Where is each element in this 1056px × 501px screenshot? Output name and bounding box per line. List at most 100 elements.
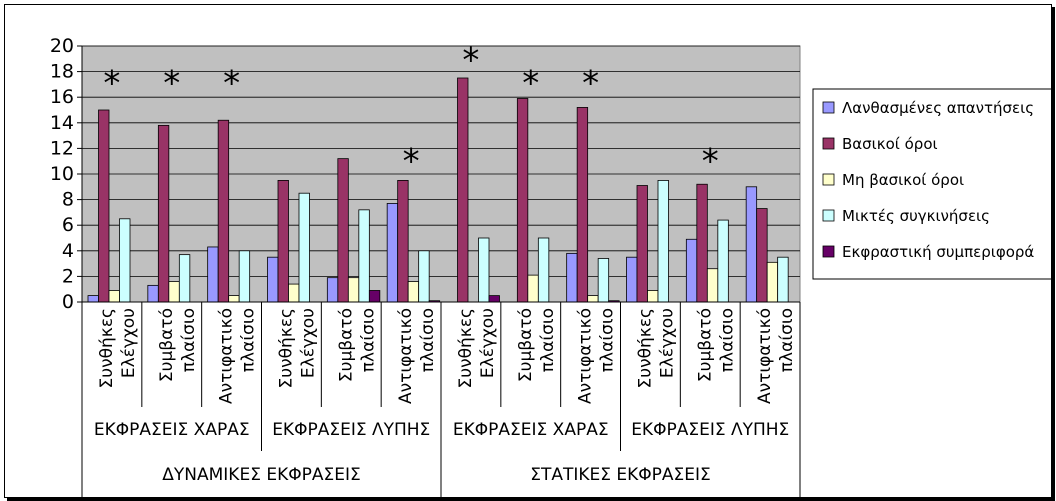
axes: 0 2 4 6 8 10 12 14 16 18 20 <box>50 35 801 497</box>
y-tick-label: 6 <box>62 214 74 236</box>
category-label: Συνθήκες <box>276 308 296 388</box>
y-tick-label: 14 <box>50 112 74 134</box>
bar <box>478 237 490 303</box>
bar <box>326 277 339 303</box>
plot-area <box>81 45 801 303</box>
y-tick-label: 8 <box>62 189 74 211</box>
legend-label: Βασικοί όροι <box>842 135 938 153</box>
bar <box>238 250 251 303</box>
bar <box>347 277 360 303</box>
bar <box>696 183 708 303</box>
bar <box>766 261 779 303</box>
category-label: Αντιφατικό <box>217 308 237 404</box>
category-label: Αντιφατικό <box>755 308 775 404</box>
significance-marker: * <box>223 64 240 104</box>
category-label: Συνθήκες <box>635 308 655 388</box>
category-label: πλαίσιο <box>358 308 378 372</box>
bar <box>636 185 648 303</box>
bar <box>337 158 349 303</box>
significance-marker: * <box>403 142 420 182</box>
legend-swatch <box>822 245 835 258</box>
bar <box>407 281 420 303</box>
bar <box>119 218 131 303</box>
bar <box>685 238 698 303</box>
legend-label: Λανθασμένες απαντήσεις <box>842 99 1034 117</box>
y-tick-label: 12 <box>50 137 74 159</box>
legend-box <box>812 88 1054 280</box>
bar <box>358 209 370 303</box>
bars <box>87 77 789 303</box>
legend: Λανθασμένες απαντήσεις Βασικοί όροι Μη βασ… <box>812 88 1054 280</box>
legend-label: Μικτές συγκινήσεις <box>842 207 990 225</box>
bar <box>108 290 120 303</box>
bar <box>397 179 409 303</box>
legend-swatch <box>822 173 835 186</box>
bar <box>457 77 469 303</box>
category-label: Συνθήκες <box>97 308 117 388</box>
bar <box>418 250 430 303</box>
category-label: Συμβατό <box>336 308 356 382</box>
bar <box>368 290 381 303</box>
significance-marker: * <box>103 64 120 104</box>
category-label: Αντιφατικό <box>576 308 596 404</box>
category-labels: Συνθήκες Ελέγχου Συμβατό πλαίσιο Αντιφατικό π… <box>94 308 797 485</box>
category-label: Ελέγχου <box>298 308 318 378</box>
bar <box>657 179 669 303</box>
legend-label: Εκφραστική συμπεριφορά <box>842 243 1034 261</box>
chart-frame: 0 2 4 6 8 10 12 14 16 18 20 Συνθήκες Ελέγχου Συμβατό… <box>4 4 1054 498</box>
y-tick-label: 20 <box>50 35 74 57</box>
bar <box>178 254 191 303</box>
category-label: πλαίσιο <box>239 308 259 372</box>
bar <box>576 107 589 303</box>
bar <box>717 219 729 303</box>
group-label: ΣΤΑΤΙΚΕΣ ΕΚΦΡΑΣΕΙΣ <box>530 465 711 485</box>
category-label: Συμβατό <box>695 308 715 382</box>
bar <box>566 252 578 303</box>
category-label: πλαίσιο <box>179 308 199 372</box>
category-label: Συνθήκες <box>456 308 476 388</box>
category-label: πλαίσιο <box>777 308 797 372</box>
group-label: ΕΚΦΡΑΣΕΙΣ ΧΑΡΑΣ <box>94 420 250 440</box>
legend-swatch <box>822 209 835 222</box>
legend-label: Μη βασικοί όροι <box>842 171 964 189</box>
bar <box>157 124 170 303</box>
legend-swatch <box>822 101 835 114</box>
significance-marker: * <box>522 64 539 104</box>
bar <box>288 283 300 303</box>
category-label: Συμβατό <box>516 308 536 382</box>
bar <box>488 295 500 303</box>
bar <box>98 109 110 303</box>
significance-marker: * <box>163 64 180 104</box>
significance-marker: * <box>462 41 479 81</box>
bar <box>386 203 399 303</box>
legend-swatch <box>822 137 835 150</box>
bar <box>587 295 599 303</box>
bar <box>756 208 768 303</box>
y-tick-label: 0 <box>62 291 74 313</box>
bar <box>706 268 719 303</box>
bar <box>516 98 529 303</box>
bar <box>647 290 659 303</box>
bar <box>147 284 159 303</box>
bar <box>527 274 539 303</box>
bar <box>168 281 180 303</box>
category-label: πλαίσιο <box>598 308 618 372</box>
y-tick-label: 2 <box>62 265 74 287</box>
category-label: Ελέγχου <box>657 308 677 378</box>
y-tick-label: 10 <box>50 163 74 185</box>
group-label: ΕΚΦΡΑΣΕΙΣ ΛΥΠΗΣ <box>631 420 789 440</box>
bar <box>228 295 240 303</box>
bar <box>207 246 219 303</box>
y-tick-label: 4 <box>62 240 74 262</box>
bar <box>745 186 758 303</box>
bar <box>597 258 610 303</box>
category-label: πλαίσιο <box>538 308 558 372</box>
group-label: ΕΚΦΡΑΣΕΙΣ ΛΥΠΗΣ <box>272 420 430 440</box>
category-label: Ελέγχου <box>478 308 498 378</box>
bar <box>217 119 230 303</box>
annotations: * * * * * * * * <box>103 41 718 182</box>
category-label: Ελέγχου <box>119 308 139 378</box>
group-label: ΕΚΦΡΑΣΕΙΣ ΧΑΡΑΣ <box>453 420 609 440</box>
category-label: πλαίσιο <box>418 308 438 372</box>
